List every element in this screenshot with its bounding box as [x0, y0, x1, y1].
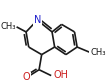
Text: O: O — [22, 72, 30, 82]
Text: CH₃: CH₃ — [0, 22, 16, 31]
Text: N: N — [34, 15, 41, 25]
Text: OH: OH — [54, 70, 69, 80]
Text: CH₃: CH₃ — [90, 48, 106, 57]
